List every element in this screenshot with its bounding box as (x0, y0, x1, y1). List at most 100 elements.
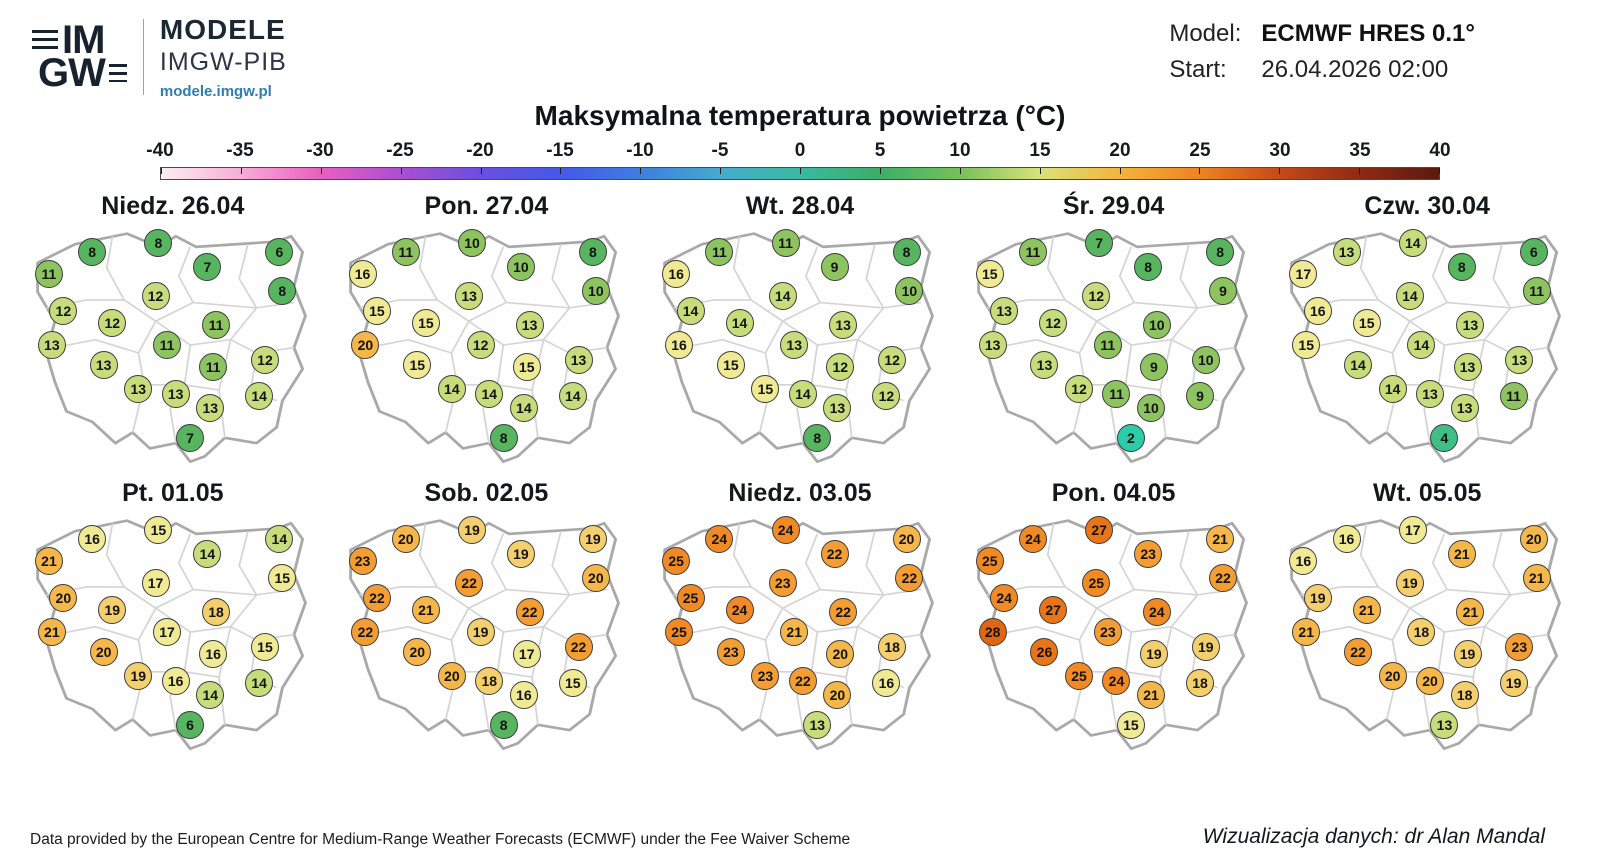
temp-marker-krakow: 18 (1450, 681, 1479, 710)
poland-map: 16 16 17 21 20 21 19 19 21 21 21 18 23 22 19 20 20 18 19 13 (1283, 510, 1571, 754)
temp-marker-katowice: 14 (475, 379, 504, 408)
temp-marker-wroclaw: 26 (1030, 637, 1059, 666)
temp-marker-szczecin: 23 (348, 547, 377, 576)
temp-marker-szczecin: 25 (662, 547, 691, 576)
start-value: 26.04.2026 02:00 (1261, 56, 1449, 83)
colorbar-tick-mark (400, 168, 402, 174)
temp-marker-krakow: 20 (823, 681, 852, 710)
colorbar-tick-label: -20 (466, 140, 494, 161)
temp-marker-szczecin: 17 (1289, 260, 1318, 289)
header: IM GW MODELE IMGW-PIB modele.imgw.pl Mod… (0, 0, 1600, 100)
map-day-title: Pt. 01.05 (122, 479, 224, 507)
temp-marker-zielona-gora: 13 (37, 331, 66, 359)
temp-marker-opole: 12 (1065, 374, 1094, 403)
temp-marker-suwalki: 8 (578, 238, 607, 267)
map-day-title: Pon. 04.05 (1051, 479, 1176, 507)
temp-marker-rzeszow: 14 (558, 382, 587, 411)
temp-marker-krakow: 13 (1450, 394, 1479, 423)
colorbar-tick-mark (320, 168, 322, 174)
temp-marker-zielona-gora: 16 (665, 331, 694, 359)
temp-marker-opole: 14 (437, 374, 466, 403)
temp-marker-torun: 22 (455, 569, 484, 598)
temp-marker-olsztyn: 8 (1447, 252, 1476, 281)
temp-marker-gdansk: 19 (457, 515, 486, 544)
temp-marker-lublin: 22 (564, 632, 593, 661)
temp-marker-koszalin: 11 (1018, 238, 1047, 267)
forecast-map-cell: Czw. 30.04 17 13 14 8 6 11 14 16 15 13 15 14 13 14 13 14… (1270, 192, 1584, 467)
colorbar-tick-mark (560, 168, 562, 174)
temp-marker-krakow: 13 (196, 394, 225, 423)
temp-marker-zielona-gora: 15 (1292, 331, 1321, 359)
temp-marker-gorzow: 19 (1303, 583, 1332, 612)
temp-marker-koszalin: 24 (705, 525, 734, 554)
temp-marker-koszalin: 16 (78, 525, 107, 554)
temp-marker-olsztyn: 10 (506, 252, 535, 281)
temp-marker-opole: 14 (1378, 374, 1407, 403)
forecast-maps-grid: Niedz. 26.04 11 8 8 7 6 8 12 12 12 11 13 11 12 13 11 13 1… (16, 192, 1584, 754)
colorbar-tick-label: -5 (711, 140, 729, 161)
colorbar-tick-label: -35 (226, 140, 254, 161)
temp-marker-bialystok: 9 (1209, 277, 1238, 306)
brand-url-link[interactable]: modele.imgw.pl (159, 83, 272, 100)
temp-marker-gdansk: 8 (144, 228, 173, 257)
temp-marker-gorzow: 16 (1303, 296, 1332, 325)
temp-marker-katowice: 20 (1416, 666, 1445, 695)
colorbar-tick-mark (1039, 168, 1041, 174)
temp-marker-kielce: 12 (826, 352, 855, 381)
temp-marker-lodz: 14 (1407, 331, 1436, 359)
temp-marker-wroclaw: 15 (403, 350, 432, 379)
temp-marker-zielona-gora: 13 (978, 331, 1007, 359)
temp-marker-opole: 25 (1065, 661, 1094, 690)
data-attribution: Data provided by the European Centre for… (30, 831, 851, 848)
temp-marker-zakopane: 2 (1116, 423, 1145, 452)
temp-marker-wroclaw: 13 (1030, 350, 1059, 379)
temp-marker-zielona-gora: 21 (37, 618, 66, 646)
temp-marker-rzeszow: 12 (872, 382, 901, 411)
temp-marker-warszawa: 21 (1456, 598, 1485, 627)
temp-marker-katowice: 13 (161, 379, 190, 408)
temp-marker-warszawa: 22 (515, 598, 544, 627)
forecast-map-cell: Pt. 01.05 21 16 15 14 14 15 17 20 19 18 21 17 15 20 16 1… (16, 479, 330, 754)
temp-marker-rzeszow: 14 (245, 669, 274, 698)
forecast-map-cell: Śr. 29.04 15 11 7 8 8 9 12 13 12 10 13 11 10 13 9 12 11 10… (957, 192, 1271, 467)
temp-marker-olsztyn: 7 (193, 252, 222, 281)
temp-marker-kielce: 16 (199, 639, 228, 668)
temp-marker-rzeszow: 15 (558, 669, 587, 698)
temp-marker-poznan: 12 (1039, 309, 1068, 338)
temp-marker-zielona-gora: 22 (351, 618, 380, 646)
colorbar-tick-label: 10 (949, 140, 971, 161)
colorbar-tick-label: 15 (1029, 140, 1051, 161)
temp-marker-suwalki: 6 (265, 238, 294, 267)
temp-marker-poznan: 15 (1352, 309, 1381, 338)
brand-block: IM GW MODELE IMGW-PIB modele.imgw.pl (32, 14, 287, 100)
poland-map: 11 8 8 7 6 8 12 12 12 11 13 11 12 13 11 13 13 13 14 7 (29, 223, 317, 467)
temp-marker-kielce: 19 (1453, 639, 1482, 668)
temp-marker-lublin: 13 (564, 345, 593, 374)
map-day-title: Niedz. 26.04 (101, 192, 245, 220)
temp-marker-warszawa: 18 (201, 598, 230, 627)
temp-marker-suwalki: 6 (1519, 238, 1548, 267)
temp-marker-katowice: 11 (1102, 379, 1131, 408)
temp-marker-zakopane: 15 (1116, 710, 1145, 739)
temp-marker-zielona-gora: 25 (665, 618, 694, 646)
temp-marker-katowice: 13 (1416, 379, 1445, 408)
forecast-map-cell: Niedz. 03.05 25 24 24 22 20 22 23 25 24 22 25 21 18 23… (643, 479, 957, 754)
temp-marker-opole: 20 (437, 661, 466, 690)
temp-marker-wroclaw: 23 (716, 637, 745, 666)
temp-marker-poznan: 12 (98, 309, 127, 338)
temp-marker-warszawa: 13 (829, 311, 858, 340)
brand-divider (142, 19, 144, 95)
temp-marker-lodz: 13 (780, 331, 809, 359)
colorbar-tick-label: -15 (546, 140, 574, 161)
temp-marker-bialystok: 10 (581, 277, 610, 306)
forecast-map-cell: Niedz. 26.04 11 8 8 7 6 8 12 12 12 11 13 11 12 13 11 13 1… (16, 192, 330, 467)
imgw-logo[interactable]: IM GW (32, 20, 127, 93)
temp-marker-gorzow: 25 (676, 583, 705, 612)
temp-marker-rzeszow: 11 (1499, 382, 1528, 411)
temp-marker-koszalin: 8 (78, 238, 107, 267)
temp-marker-zakopane: 6 (176, 710, 205, 739)
temp-marker-zielona-gora: 21 (1292, 618, 1321, 646)
poland-map: 17 13 14 8 6 11 14 16 15 13 15 14 13 14 13 14 13 13 11 4 (1283, 223, 1571, 467)
temp-marker-warszawa: 13 (1456, 311, 1485, 340)
temp-marker-koszalin: 16 (1332, 525, 1361, 554)
